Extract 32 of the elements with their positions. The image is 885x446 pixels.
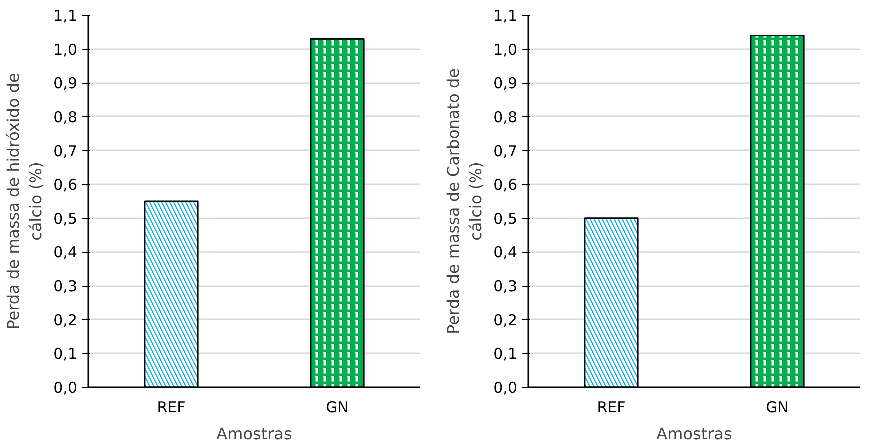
y-tick-label: 0,6 xyxy=(54,176,78,194)
y-tick-label: 0,1 xyxy=(494,345,518,364)
x-tick-label: REF xyxy=(597,398,626,416)
y-tick-label: 1,1 xyxy=(54,7,78,25)
y-tick-label: 0,3 xyxy=(54,278,78,296)
y-tick-label: 0,7 xyxy=(54,142,78,160)
y-tick-label: 0,8 xyxy=(54,108,78,126)
y-tick-label: 1,1 xyxy=(494,7,518,25)
y-tick-label: 0,0 xyxy=(494,379,518,397)
y-tick-label: 0,3 xyxy=(494,278,518,296)
y-tick-label: 0,5 xyxy=(54,210,78,228)
y-tick-label: 0,1 xyxy=(54,345,78,364)
y-tick-label: 1,0 xyxy=(54,40,78,59)
y-axis-title: Perda de massa de Carbonato de cálcio (%) xyxy=(444,68,486,334)
y-tick-label: 0,9 xyxy=(54,74,78,93)
y-tick-label: 0,0 xyxy=(54,379,78,397)
x-tick-label: REF xyxy=(157,398,186,416)
y-tick-label: 0,6 xyxy=(494,176,518,194)
x-axis-title: Amostras xyxy=(216,424,292,444)
x-tick-label: GN xyxy=(766,398,789,416)
y-tick-label: 0,7 xyxy=(494,142,518,160)
y-tick-label: 0,4 xyxy=(494,244,518,262)
x-tick-label: GN xyxy=(326,398,349,416)
y-axis-title: Perda de massa de hidróxido de cálcio (%) xyxy=(4,73,46,330)
y-tick-label: 0,2 xyxy=(54,311,78,330)
y-tick-label: 0,2 xyxy=(494,311,518,330)
y-tick-label: 1,0 xyxy=(494,40,518,59)
y-tick-label: 0,5 xyxy=(494,210,518,228)
x-axis-title: Amostras xyxy=(656,424,732,444)
y-tick-label: 0,9 xyxy=(494,74,518,93)
y-tick-label: 0,8 xyxy=(494,108,518,126)
y-tick-label: 0,4 xyxy=(54,244,78,262)
